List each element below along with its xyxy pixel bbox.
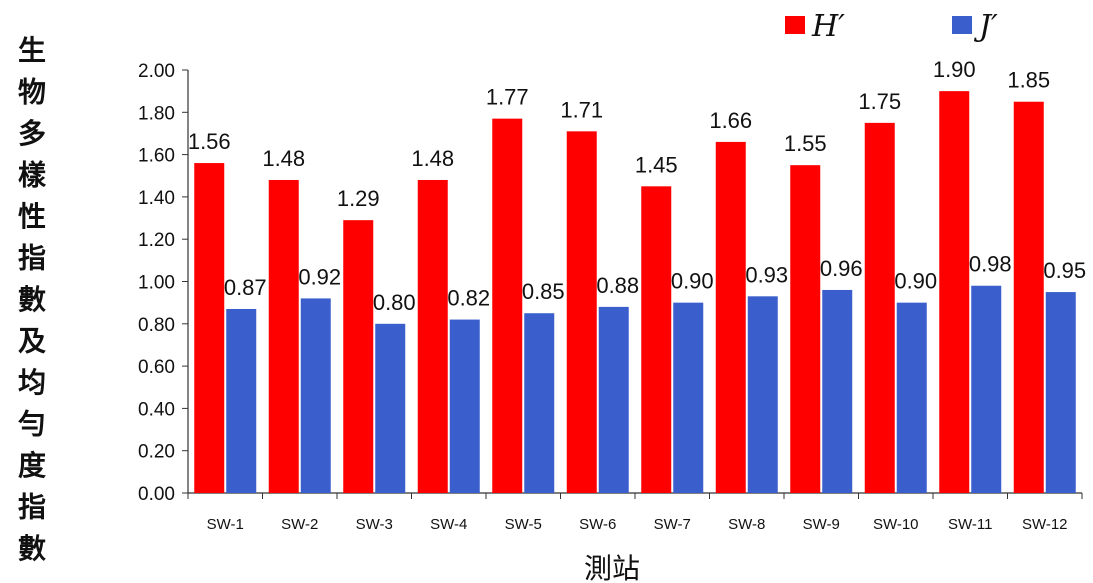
- y-tick-label: 1.80: [138, 103, 175, 124]
- bar-j: [822, 289, 853, 493]
- y-tick-label: 1.40: [138, 188, 175, 209]
- y-axis-label-char: 樣: [18, 159, 47, 192]
- data-label: 1.85: [1007, 68, 1050, 93]
- x-tick-label: SW-9: [803, 516, 840, 533]
- bar-h: [939, 91, 970, 494]
- x-tick-label: SW-7: [654, 516, 691, 533]
- bar-h: [641, 186, 672, 493]
- y-tick-label: 0.00: [138, 484, 175, 505]
- data-labels: 1.56 0.87 1.48 0.92 1.29 0.80 1.48 0.82 1.77 0.85…: [188, 57, 1086, 315]
- bar-j: [375, 323, 406, 493]
- bars: [194, 91, 1076, 494]
- y-axis-label-char: 物: [18, 76, 46, 109]
- bar-h: [417, 179, 448, 494]
- y-tick-label: 0.20: [138, 442, 175, 463]
- y-tick-label: 0.80: [138, 315, 175, 336]
- y-tick-label: 2.00: [138, 61, 175, 82]
- y-axis-label-char: 指: [18, 491, 46, 524]
- bar-j: [896, 302, 927, 493]
- y-tick-label: 0.40: [138, 399, 175, 420]
- y-tick-label: 1.20: [138, 230, 175, 251]
- y-axis-label-char: 數: [18, 532, 46, 565]
- x-tick-label: SW-5: [505, 516, 542, 533]
- x-tick-label: SW-10: [873, 516, 919, 533]
- data-label: 1.90: [933, 57, 976, 82]
- x-tick-label: SW-2: [281, 516, 318, 533]
- data-label: 0.80: [373, 290, 416, 315]
- data-label: 0.88: [596, 273, 639, 298]
- bar-h: [790, 165, 821, 494]
- legend-swatch: [785, 16, 805, 34]
- y-axis-label-char: 指: [18, 242, 46, 275]
- y-ticks: 0.00 0.20 0.40 0.60 0.80 1.00 1.20 1.40 1.60 1.80…: [138, 61, 188, 505]
- x-tick-label: SW-8: [728, 516, 765, 533]
- y-tick-label: 0.60: [138, 357, 175, 378]
- bar-h: [864, 122, 895, 493]
- x-tick-label: SW-6: [579, 516, 616, 533]
- y-axis-label-char: 均: [18, 366, 46, 399]
- data-label: 1.55: [784, 131, 827, 156]
- x-tick-label: SW-11: [948, 516, 992, 533]
- data-label: 0.98: [969, 252, 1012, 277]
- bar-h: [1013, 101, 1044, 493]
- y-axis-label-char: 及: [18, 325, 46, 358]
- y-axis-label-char: 數: [18, 283, 46, 316]
- bar-h: [715, 141, 746, 493]
- data-label: 1.29: [337, 186, 380, 211]
- legend-label: H′: [811, 9, 845, 44]
- bar-j: [1045, 292, 1076, 493]
- bar-h: [566, 131, 597, 493]
- bar-h: [194, 163, 225, 493]
- bar-j: [747, 296, 778, 493]
- data-label: 0.96: [820, 256, 863, 281]
- bar-j: [449, 319, 480, 493]
- bar-h: [343, 220, 374, 494]
- data-label: 1.48: [411, 146, 454, 171]
- legend: H′ J′: [785, 9, 998, 44]
- bar-j: [524, 313, 555, 493]
- y-axis-label-char: 度: [18, 449, 46, 482]
- y-axis-label-char: 生: [18, 34, 46, 67]
- x-tick-label: SW-3: [356, 516, 393, 533]
- data-label: 1.48: [262, 146, 305, 171]
- data-label: 1.71: [560, 97, 603, 122]
- data-label: 0.87: [224, 275, 267, 300]
- bar-j: [226, 308, 257, 493]
- data-label: 0.92: [298, 264, 341, 289]
- bar-j: [300, 298, 331, 493]
- bar-h: [268, 179, 299, 494]
- data-label: 1.66: [709, 108, 752, 133]
- x-tick-label: SW-12: [1022, 516, 1068, 533]
- y-axis-label-char: 勻: [18, 408, 46, 441]
- y-tick-label: 1.00: [138, 273, 175, 294]
- x-tick-label: SW-1: [207, 516, 244, 533]
- x-tick-label: SW-4: [430, 516, 467, 533]
- data-label: 1.77: [486, 85, 529, 110]
- bar-j: [673, 302, 704, 493]
- bar-h: [492, 118, 523, 494]
- data-label: 1.56: [188, 129, 231, 154]
- legend-label: J′: [973, 9, 998, 44]
- data-label: 0.90: [894, 269, 937, 294]
- data-label: 1.75: [858, 89, 901, 114]
- legend-swatch: [952, 16, 972, 34]
- x-ticks: SW-1 SW-2 SW-3 SW-4 SW-5 SW-6 SW-7 SW-8 SW-9 SW-1…: [187, 493, 1083, 533]
- y-tick-label: 1.60: [138, 146, 175, 167]
- data-label: 0.85: [522, 279, 565, 304]
- data-label: 0.90: [671, 269, 714, 294]
- y-axis-label-char: 多: [18, 117, 46, 150]
- data-label: 0.95: [1043, 258, 1086, 283]
- bar-j: [598, 306, 629, 493]
- y-axis-label-char: 性: [18, 200, 46, 233]
- x-axis-label: 測站: [584, 552, 640, 583]
- data-label: 0.93: [745, 262, 788, 287]
- bar-j: [971, 285, 1002, 493]
- data-label: 1.45: [635, 152, 678, 177]
- data-label: 0.82: [447, 286, 490, 311]
